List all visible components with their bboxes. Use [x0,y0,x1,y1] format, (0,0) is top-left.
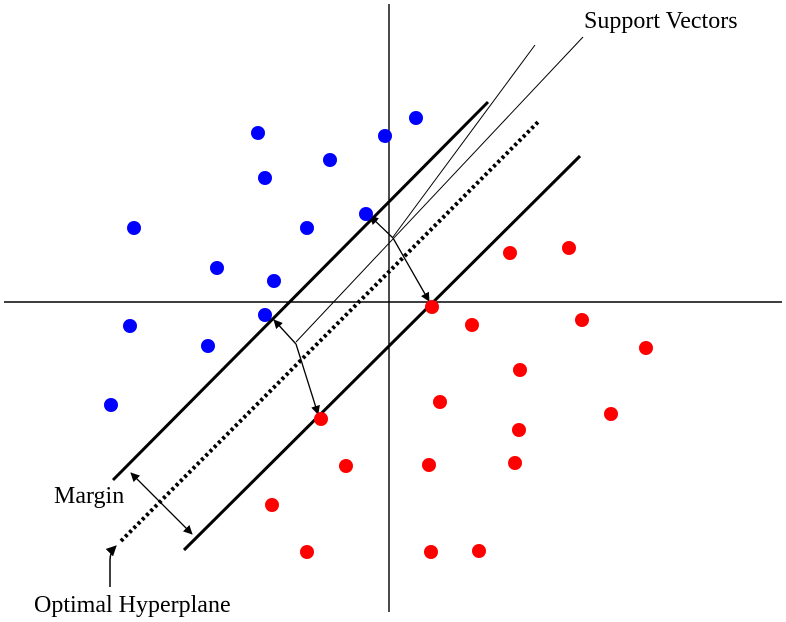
data-point-class-b [422,458,436,472]
data-point-class-a [210,261,224,275]
support-vector-pointer-b [392,44,536,238]
lower-margin-line [182,154,582,552]
support-vectors-label: Support Vectors [584,8,738,34]
class-a-points [104,111,423,412]
margin-label: Margin [54,483,124,509]
data-point-class-a [127,221,141,235]
data-point-class-a [123,319,137,333]
class-b-points [265,241,653,559]
data-point-class-a [258,308,272,322]
data-point-class-a [251,126,265,140]
data-point-class-a [104,398,118,412]
margin-arrow [130,472,193,535]
data-point-class-a [323,153,337,167]
data-point-class-b [433,395,447,409]
data-point-class-a [409,111,423,125]
data-point-class-b [300,545,314,559]
optimal-hyperplane-label: Optimal Hyperplane [34,592,231,618]
data-point-class-b [339,459,353,473]
hyperplane-pointer [105,545,117,587]
data-point-class-b [575,313,589,327]
data-point-class-b [639,341,653,355]
data-point-class-b [513,363,527,377]
data-point-class-b [314,412,328,426]
support-vector-arrow [392,237,430,302]
data-point-class-a [300,221,314,235]
support-vector-pointer-a [295,36,584,343]
data-point-class-b [503,246,517,260]
data-point-class-b [425,300,439,314]
upper-margin-line [111,100,490,482]
data-point-class-b [508,456,522,470]
optimal-hyperplane-line [119,118,542,543]
data-point-class-b [604,407,618,421]
data-point-class-a [359,207,373,221]
data-point-class-b [265,498,279,512]
data-point-class-b [562,241,576,255]
support-vector-arrow [369,215,394,239]
data-point-class-a [267,274,281,288]
data-point-class-a [201,339,215,353]
data-point-class-b [512,423,526,437]
support-vector-arrow [295,343,320,415]
data-point-class-b [424,545,438,559]
data-point-class-a [378,129,392,143]
support-vector-arrow [273,319,297,345]
data-point-class-b [465,318,479,332]
data-point-class-a [258,171,272,185]
data-point-class-b [472,544,486,558]
